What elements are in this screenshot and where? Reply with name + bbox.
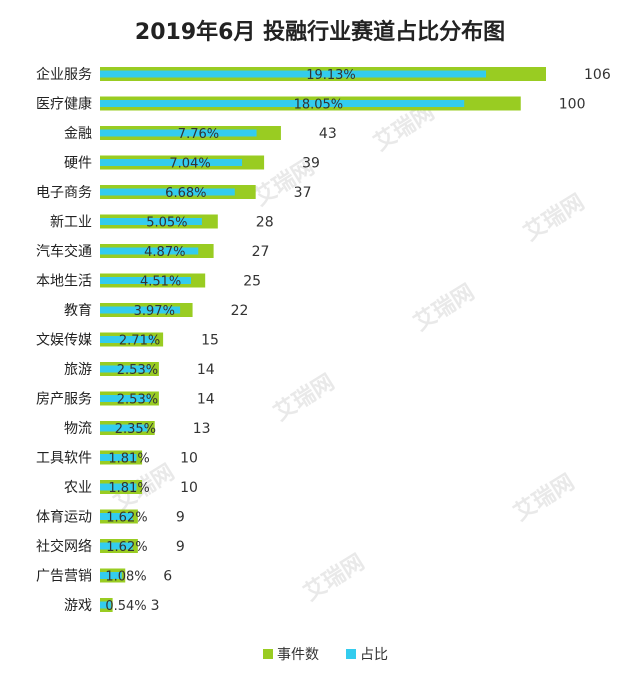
- event-count-label-15: 9: [176, 510, 185, 526]
- event-count-label-12: 13: [193, 421, 211, 437]
- category-label-18: 游戏: [64, 598, 92, 614]
- event-count-label-13: 10: [180, 451, 198, 467]
- bar-share-18: [100, 601, 111, 609]
- category-label-4: 电子商务: [36, 185, 92, 201]
- event-count-label-4: 37: [294, 185, 312, 201]
- bar-share-15: [100, 513, 133, 520]
- bars-layer: [100, 67, 546, 612]
- share-label-5: 5.05%: [146, 216, 187, 231]
- event-count-label-7: 25: [243, 274, 261, 290]
- bar-share-17: [100, 572, 122, 579]
- share-label-16: 1.62%: [106, 540, 147, 555]
- category-label-5: 新工业: [50, 215, 92, 231]
- event-count-label-10: 14: [197, 362, 215, 378]
- legend-label-events: 事件数: [277, 647, 319, 663]
- category-label-7: 本地生活: [36, 274, 92, 290]
- bar-share-9: [100, 336, 155, 343]
- bar-share-16: [100, 542, 133, 550]
- legend-label-share: 占比: [360, 647, 388, 663]
- category-label-3: 硬件: [64, 156, 92, 172]
- event-count-label-1: 100: [559, 97, 586, 113]
- bar-share-1: [100, 100, 465, 107]
- event-count-label-2: 43: [319, 126, 337, 142]
- share-label-8: 3.97%: [134, 304, 175, 319]
- event-count-label-6: 27: [252, 244, 270, 260]
- share-label-3: 7.04%: [169, 157, 210, 172]
- category-label-17: 广告营销: [36, 569, 92, 585]
- event-count-label-8: 22: [231, 303, 249, 319]
- bar-share-6: [100, 247, 199, 255]
- share-label-1: 18.05%: [294, 98, 344, 113]
- bar-share-10: [100, 365, 152, 373]
- category-label-14: 农业: [64, 480, 92, 496]
- category-label-15: 体育运动: [36, 510, 92, 526]
- event-count-label-17: 6: [163, 569, 172, 585]
- event-count-label-16: 9: [176, 539, 185, 555]
- event-count-label-5: 28: [256, 215, 274, 231]
- event-count-label-11: 14: [197, 392, 215, 408]
- bar-share-5: [100, 218, 202, 225]
- share-label-15: 1.62%: [106, 511, 147, 526]
- share-label-4: 6.68%: [165, 186, 206, 201]
- bar-share-4: [100, 188, 235, 196]
- event-count-label-9: 15: [201, 333, 219, 349]
- legend-item-events: 事件数: [263, 644, 319, 664]
- category-label-1: 医疗健康: [36, 96, 92, 113]
- bar-share-3: [100, 159, 243, 166]
- share-label-0: 19.13%: [306, 68, 356, 83]
- share-label-7: 4.51%: [140, 275, 181, 290]
- share-label-18: 0.54%: [105, 599, 146, 614]
- share-label-17: 1.08%: [105, 570, 146, 585]
- category-label-10: 旅游: [64, 362, 92, 378]
- category-label-11: 房产服务: [36, 392, 92, 408]
- bar-share-12: [100, 424, 148, 432]
- event-count-label-0: 106: [584, 67, 611, 83]
- event-count-label-18: 3: [151, 598, 160, 614]
- share-label-13: 1.81%: [108, 452, 149, 467]
- category-label-12: 物流: [64, 421, 92, 437]
- event-count-label-3: 39: [302, 156, 320, 172]
- bar-share-8: [100, 306, 181, 314]
- share-label-9: 2.71%: [119, 334, 160, 349]
- bar-share-2: [100, 129, 257, 137]
- share-label-11: 2.53%: [117, 393, 158, 408]
- share-label-6: 4.87%: [144, 245, 185, 260]
- category-label-13: 工具软件: [36, 451, 92, 467]
- category-label-0: 企业服务: [36, 66, 92, 83]
- share-label-2: 7.76%: [178, 127, 219, 142]
- legend-item-share: 占比: [346, 644, 388, 664]
- share-label-10: 2.53%: [117, 363, 158, 378]
- bar-share-0: [100, 70, 486, 78]
- bar-share-7: [100, 277, 192, 284]
- bar-share-13: [100, 454, 137, 461]
- bar-share-11: [100, 395, 152, 402]
- event-count-label-14: 10: [180, 480, 198, 496]
- legend-swatch-share: [346, 649, 356, 659]
- share-label-14: 1.81%: [108, 481, 149, 496]
- category-label-16: 社交网络: [36, 538, 92, 555]
- category-label-8: 教育: [64, 303, 92, 319]
- category-label-9: 文娱传媒: [36, 333, 92, 349]
- category-label-2: 金融: [64, 126, 92, 142]
- bar-share-14: [100, 483, 137, 491]
- legend-swatch-events: [263, 649, 273, 659]
- category-label-6: 汽车交通: [36, 243, 92, 260]
- chart-title: 2019年6月 投融行业赛道占比分布图: [134, 20, 506, 45]
- share-label-12: 2.35%: [115, 422, 156, 437]
